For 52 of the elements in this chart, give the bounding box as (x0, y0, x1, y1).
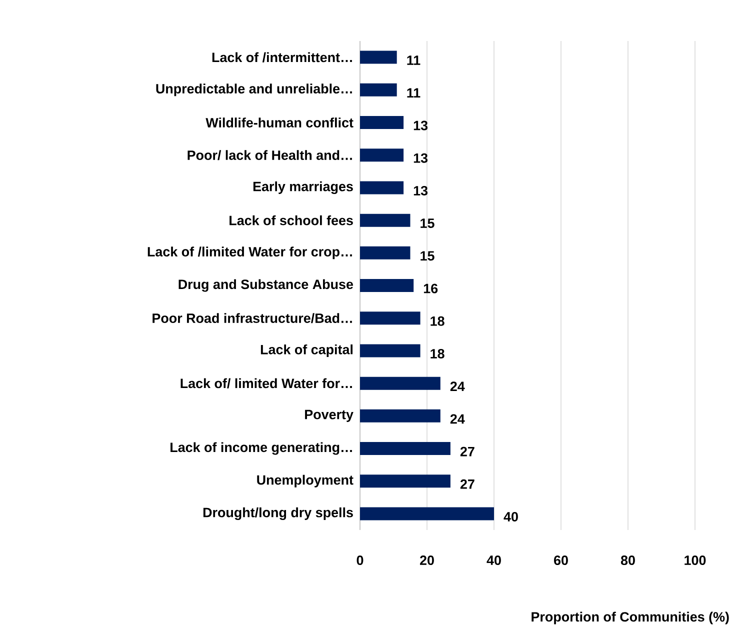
y-tick-label: Lack of /intermittent… (212, 52, 352, 62)
data-label: 18 (430, 348, 444, 358)
data-label: 27 (460, 446, 474, 456)
x-tick-label: 100 (684, 556, 706, 566)
bar (360, 246, 410, 260)
bar (360, 50, 397, 64)
x-tick-label: 80 (620, 556, 635, 566)
data-label: 15 (420, 218, 434, 228)
y-tick-label: Poor Road infrastructure/Bad… (152, 313, 352, 324)
bar (360, 409, 440, 422)
bar (360, 148, 404, 162)
y-tick-label: Lack of /limited Water for crop… (148, 246, 352, 260)
y-tick-label: Lack of capital (260, 344, 353, 357)
data-label: 27 (460, 479, 474, 489)
y-tick-label: Early marriages (253, 181, 353, 194)
y-tick-label: Unemployment (257, 474, 354, 488)
bar (360, 507, 494, 520)
data-label: 24 (450, 414, 465, 424)
data-label: 13 (414, 186, 428, 196)
y-tick-label: Wildlife-human conflict (206, 118, 354, 128)
bar (360, 181, 404, 194)
x-tick-label: 20 (420, 556, 434, 566)
data-label: 11 (407, 56, 420, 65)
x-tick-label: 0 (356, 556, 364, 566)
y-tick-label: Lack of school fees (230, 215, 353, 226)
y-tick-label: Poverty (305, 410, 354, 422)
data-label: 13 (414, 153, 428, 163)
bar (360, 116, 404, 130)
bar (360, 279, 414, 292)
bar (360, 312, 420, 325)
y-tick-label: Poor/ lack of Health and… (188, 150, 352, 160)
x-tick-label: 40 (486, 556, 501, 566)
data-label: 16 (424, 284, 438, 294)
bar (360, 214, 410, 227)
data-label: 24 (450, 382, 465, 392)
data-label: 11 (407, 88, 420, 98)
bar (360, 376, 440, 390)
data-label: 40 (504, 512, 518, 522)
x-axis-title: Proportion of Communities (%) (532, 612, 729, 624)
data-label: 18 (430, 316, 444, 326)
bar (360, 442, 450, 456)
bar (360, 344, 420, 358)
y-tick-label: Lack of income generating… (170, 442, 352, 455)
y-tick-label: Drug and Substance Abuse (178, 279, 354, 292)
bar (360, 83, 397, 96)
bar (360, 474, 450, 488)
y-tick-label: Lack of/ limited Water for… (180, 378, 352, 388)
y-tick-label: Drought/long dry spells (203, 507, 353, 520)
data-label: 13 (414, 120, 428, 130)
data-label: 15 (420, 251, 434, 261)
x-tick-label: 60 (554, 556, 568, 566)
y-tick-label: Unpredictable and unreliable… (156, 84, 352, 96)
